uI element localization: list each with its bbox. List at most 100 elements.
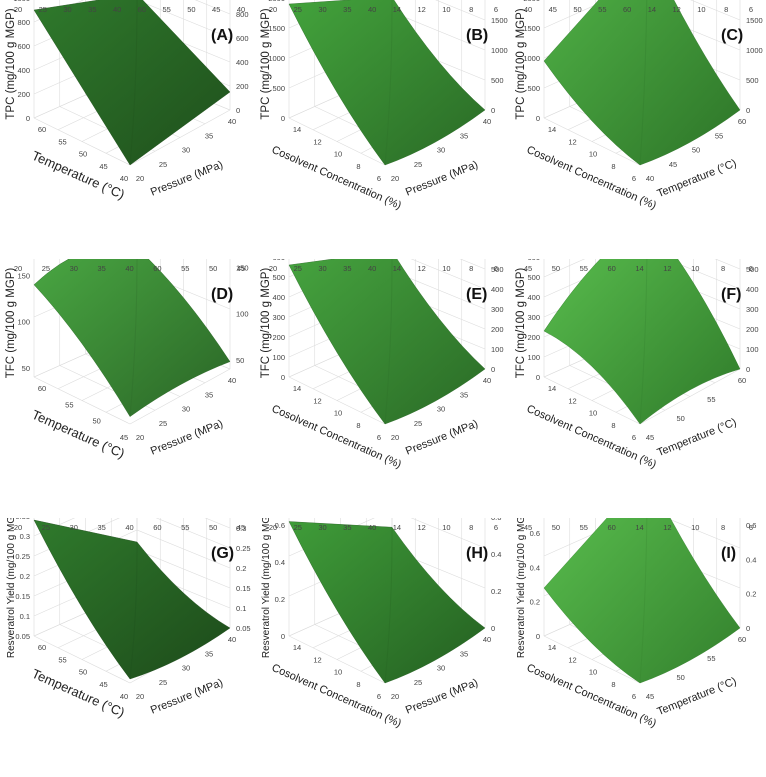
x-tick-label: 12 (568, 137, 576, 146)
chart-panel-d: 20 25 30 35 40 60 55 50 45 50 50 100 100 150 150 60 55 50… (2, 259, 257, 518)
top-tick-label: 25 (42, 264, 50, 273)
top-tick-label: 10 (697, 5, 705, 14)
x-tick-label: 6 (377, 692, 381, 701)
x-tick-label: 6 (632, 433, 636, 442)
z-tick-label-left: 150 (17, 271, 30, 280)
z-tick-label-left: 400 (17, 66, 30, 75)
panel-label: (D) (211, 286, 233, 303)
y-tick-label: 20 (391, 692, 399, 701)
response-surface (288, 521, 486, 684)
y-tick-label: 30 (182, 405, 190, 414)
z-tick-label-right: 100 (236, 310, 249, 319)
wall-line (33, 518, 231, 537)
y-tick-label: 45 (669, 160, 677, 169)
y-tick-label: 20 (136, 692, 144, 701)
x-tick-label: 40 (120, 174, 128, 183)
y-tick-label: 35 (205, 649, 213, 658)
chart-panel-i: 45 50 55 60 14 12 10 8 6 0 0 0.2 0.2 0.4 0.4 0.6 0.6 14 12… (512, 518, 766, 777)
z-tick-label-left: 100 (272, 353, 285, 362)
top-tick-label: 6 (749, 5, 753, 14)
z-axis-title: Resveratrol Yield (mg/100 g MGP) (261, 518, 272, 658)
top-tick-label: 40 (125, 523, 133, 532)
wall-line (543, 259, 741, 278)
x-tick-label: 8 (611, 162, 615, 171)
z-tick-label-left: 500 (272, 84, 285, 93)
x-tick-label: 12 (568, 655, 576, 664)
z-tick-label-left: 100 (17, 318, 30, 327)
chart-panel-e: 20 25 30 35 40 14 12 10 8 6 0 0 100 100 200 200 300 300 40… (257, 259, 512, 518)
x-tick-label: 14 (293, 125, 301, 134)
surface-plot-h: 20 25 30 35 40 14 12 10 8 6 0 0 0.2 0.2 0.4 0.4 0.6 0.6 14… (261, 518, 501, 730)
z-tick-label-left: 600 (527, 259, 540, 262)
top-tick-label: 25 (294, 264, 302, 273)
surface-plot-g: 20 25 30 35 40 60 55 50 45 0.05 0.05 0.1 0.1 0.15 0.15… (6, 518, 251, 720)
z-tick-label-right: 0.2 (491, 587, 501, 596)
y-tick-label: 55 (715, 131, 723, 140)
y-tick-label: 35 (205, 390, 213, 399)
chart-panel-h: 20 25 30 35 40 14 12 10 8 6 0 0 0.2 0.2 0.4 0.4 0.6 0.6 14… (257, 518, 512, 777)
z-tick-label-left: 500 (272, 273, 285, 282)
z-tick-label-right: 800 (236, 10, 249, 19)
z-tick-label-left: 0.6 (275, 521, 285, 530)
z-axis-title: TFC (mg/100 g MGP) (260, 268, 272, 379)
response-surface (33, 259, 231, 417)
top-tick-label: 40 (524, 5, 532, 14)
z-tick-label-right: 0 (746, 365, 750, 374)
top-tick-label: 55 (598, 5, 606, 14)
panel-label: (C) (721, 27, 743, 44)
top-tick-label: 14 (393, 523, 401, 532)
y-tick-label: 40 (228, 117, 236, 126)
y-tick-label: 35 (460, 131, 468, 140)
top-tick-label: 55 (580, 264, 588, 273)
y-tick-label: 40 (228, 376, 236, 385)
top-tick-label: 8 (724, 5, 728, 14)
response-surface (288, 259, 486, 425)
surface-crease (639, 259, 648, 425)
z-tick-label-right: 0.25 (236, 544, 251, 553)
top-tick-label: 50 (209, 264, 217, 273)
top-tick-label: 8 (469, 523, 473, 532)
z-tick-label-left: 0.4 (275, 558, 285, 567)
z-tick-label-right: 50 (236, 356, 244, 365)
response-surface (33, 519, 231, 680)
z-tick-label-right: 0.2 (236, 564, 246, 573)
x-tick-label: 6 (377, 174, 381, 183)
z-tick-label-left: 200 (17, 90, 30, 99)
top-tick-label: 30 (63, 5, 71, 14)
z-tick-label-left: 0.15 (15, 592, 30, 601)
x-tick-label: 45 (99, 162, 107, 171)
y-tick-label: 60 (738, 635, 746, 644)
y-axis-title: Temperature (°C) (655, 416, 738, 459)
panel-label: (E) (466, 286, 487, 303)
z-axis-title: Resveratrol Yield (mg/100 g MGP) (516, 518, 527, 658)
z-tick-label-right: 0 (746, 106, 750, 115)
z-tick-label-right: 0.3 (236, 524, 246, 533)
response-surface (543, 259, 741, 425)
z-tick-label-left: 50 (22, 364, 30, 373)
x-tick-label: 10 (589, 668, 597, 677)
z-axis-title: TPC (mg/100 g MGP) (5, 8, 17, 119)
x-tick-label: 10 (334, 150, 342, 159)
x-tick-label: 40 (120, 692, 128, 701)
top-tick-label: 6 (749, 523, 753, 532)
z-tick-label-right: 300 (491, 305, 504, 314)
z-tick-label-right: 0 (491, 106, 495, 115)
top-tick-label: 20 (269, 523, 277, 532)
x-tick-label: 50 (92, 417, 100, 426)
top-tick-label: 30 (70, 523, 78, 532)
surface-crease (384, 0, 393, 166)
z-tick-label-left: 0.2 (20, 572, 30, 581)
z-tick-label-right: 200 (746, 325, 759, 334)
top-tick-label: 10 (442, 264, 450, 273)
top-tick-label: 30 (318, 264, 326, 273)
x-tick-label: 55 (58, 655, 66, 664)
top-tick-label: 6 (494, 523, 498, 532)
top-tick-label: 30 (70, 264, 78, 273)
z-tick-label-left: 0.2 (530, 598, 540, 607)
panel-label: (I) (721, 545, 736, 562)
y-tick-label: 20 (136, 433, 144, 442)
top-tick-label: 50 (209, 523, 217, 532)
y-tick-label: 45 (646, 433, 654, 442)
chart-panel-f: 45 50 55 60 14 12 10 8 6 0 0 100 100 200 200 300 300 400 4… (512, 259, 766, 518)
